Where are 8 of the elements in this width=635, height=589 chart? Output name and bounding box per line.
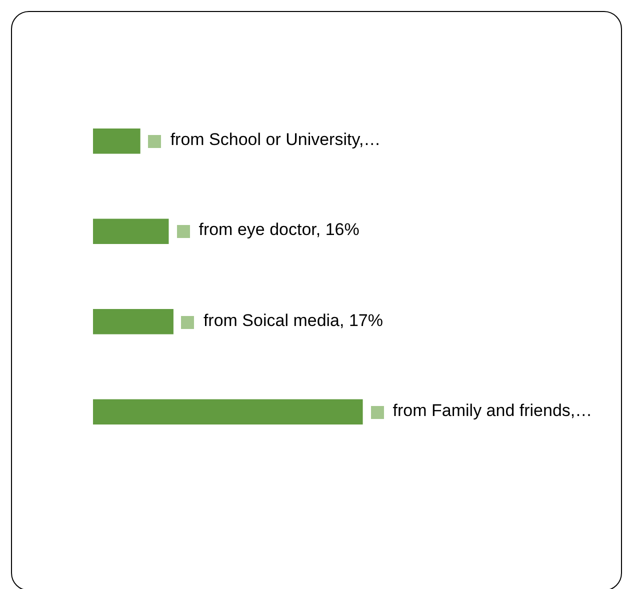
data-label: from School or University,… [170, 130, 381, 150]
data-label: from eye doctor, 16% [198, 220, 360, 240]
bar [93, 399, 363, 425]
bar [93, 128, 140, 154]
data-label: from Soical media, 17% [203, 310, 383, 331]
data-label: from Family and friends,… [392, 400, 592, 421]
bar [93, 218, 169, 244]
bar [93, 308, 174, 334]
